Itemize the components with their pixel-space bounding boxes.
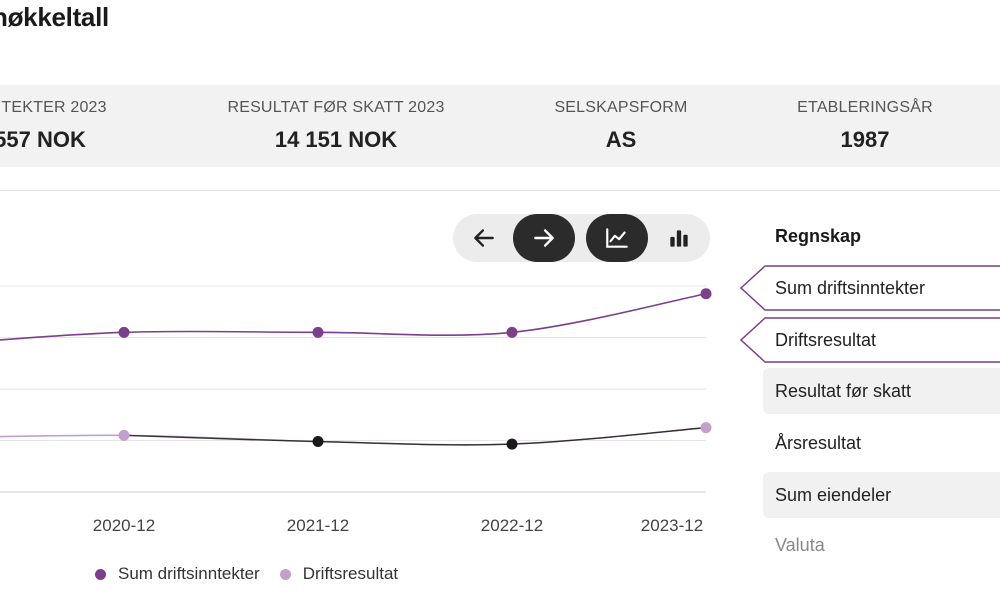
data-point: [312, 326, 324, 338]
metric-sum-eiendeler[interactable]: Sum eiendeler: [763, 472, 1000, 518]
kpi-label: SELSKAPSFORM: [554, 99, 688, 116]
legend-label: Sum driftsinntekter: [118, 564, 260, 583]
kpi-label: ETABLERINGSÅR: [797, 99, 933, 116]
selected-tag-outline: [739, 317, 1000, 363]
metric-driftsresultat[interactable]: Driftsresultat: [739, 317, 1000, 363]
legend-item-sum-driftsinntekter[interactable]: Sum driftsinntekter: [95, 564, 260, 584]
series-highlight-line: [123, 426, 707, 446]
kpi-label: RESULTAT FØR SKATT 2023: [227, 99, 445, 116]
legend-item-driftsresultat[interactable]: Driftsresultat: [279, 564, 399, 584]
line-chart: 2020-12 2021-12 2022-12 2023-12: [0, 285, 712, 535]
data-point: [312, 436, 324, 448]
metric-sum-driftsinntekter[interactable]: Sum driftsinntekter: [739, 265, 1000, 311]
page-title: nøkkeltall: [0, 2, 109, 32]
metric-label: Driftsresultat: [775, 329, 877, 350]
bar-chart-button[interactable]: [648, 214, 710, 262]
legend-marker: [279, 568, 291, 580]
kpi-label: INNTEKTER 2023: [0, 99, 107, 116]
arrow-left-icon: [474, 229, 494, 247]
selected-tag-outline: [739, 265, 1000, 311]
metric-label: Valuta: [775, 534, 825, 555]
legend-marker: [95, 568, 106, 580]
kpi-value: 557 NOK: [0, 127, 86, 152]
data-point: [118, 326, 130, 338]
data-point: [118, 429, 130, 441]
section-divider: [0, 190, 1000, 191]
data-point: [700, 422, 712, 434]
data-point: [506, 438, 518, 450]
bar-chart-icon: [670, 230, 688, 247]
x-tick-label: 2023-12: [641, 516, 703, 535]
kpi-band: INNTEKTER 2023 557 NOK RESULTAT FØR SKAT…: [0, 85, 1000, 167]
chart-legend: Sum driftsinntekter Driftsresultat: [95, 564, 398, 584]
panel-title: Regnskap: [775, 226, 862, 246]
legend-label: Driftsresultat: [302, 564, 399, 583]
metric-label: Sum driftsinntekter: [775, 277, 926, 298]
metric-valuta[interactable]: Valuta: [763, 522, 1000, 568]
data-point: [506, 326, 518, 338]
next-button[interactable]: [513, 214, 575, 262]
kpi-value: AS: [605, 127, 637, 152]
line-chart-button[interactable]: [586, 214, 648, 262]
metric-resultat-for-skatt[interactable]: Resultat før skatt: [763, 368, 1000, 414]
arrow-right-icon: [534, 229, 554, 247]
metric-arsresultat[interactable]: Årsresultat: [763, 420, 1000, 466]
kpi-value: 14 151 NOK: [274, 127, 398, 152]
prev-button[interactable]: [453, 214, 515, 262]
metric-label: Resultat før skatt: [775, 380, 912, 401]
x-tick-label: 2020-12: [93, 516, 155, 535]
metric-label: Sum eiendeler: [775, 484, 892, 505]
kpi-value: 1987: [840, 127, 890, 152]
chart-toolbar: [453, 214, 710, 262]
x-tick-label: 2022-12: [481, 516, 543, 535]
data-point: [700, 288, 712, 300]
metric-label: Årsresultat: [775, 432, 862, 453]
line-chart-icon: [606, 228, 628, 248]
x-tick-label: 2021-12: [287, 516, 349, 535]
